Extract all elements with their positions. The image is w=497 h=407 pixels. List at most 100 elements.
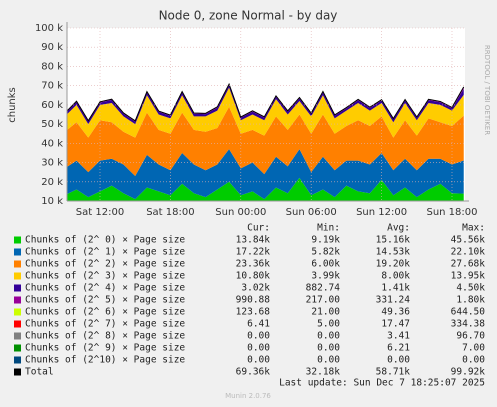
legend-stat: 990.88 (236, 295, 271, 306)
stat-header: Avg: (387, 223, 410, 234)
y-tick-label: 80 k (41, 61, 63, 72)
legend-stat: 0.00 (317, 331, 340, 342)
legend-stat: 6.00k (311, 259, 340, 270)
legend-stat: 10.80k (236, 271, 271, 282)
area (67, 87, 464, 138)
legend-stat: 58.71k (376, 367, 411, 378)
legend-label: Chunks of (2^ 1) × Page size (25, 247, 185, 258)
legend-stat: 17.22k (236, 247, 271, 258)
legend-stat: 0.00 (247, 343, 270, 354)
y-tick-label: 60 k (41, 100, 63, 111)
y-tick-label: 10 k (41, 196, 63, 207)
legend-swatch (14, 296, 21, 304)
x-tick-label: Sun 00:00 (215, 207, 266, 218)
legend-stat: 3.41 (387, 331, 410, 342)
legend-stat: 0.00 (387, 355, 410, 366)
legend-stat: 8.00k (381, 271, 410, 282)
y-axis-label: chunks (7, 87, 18, 123)
y-tick-label: 20 k (41, 177, 63, 188)
x-tick-label: Sun 06:00 (286, 207, 337, 218)
legend-stat: 96.70 (456, 331, 485, 342)
legend-stat: 331.24 (376, 295, 411, 306)
legend-label: Chunks of (2^ 0) × Page size (25, 235, 185, 246)
stat-header: Max: (462, 223, 485, 234)
area (67, 84, 464, 125)
legend-label: Chunks of (2^10) × Page size (25, 355, 185, 366)
footer: Munin 2.0.76 (225, 392, 271, 400)
legend-stat: 0.00 (247, 331, 270, 342)
legend-swatch (14, 260, 21, 268)
legend-stat: 32.18k (306, 367, 341, 378)
legend-stat: 644.50 (451, 307, 486, 318)
legend-label: Chunks of (2^ 2) × Page size (25, 259, 185, 270)
x-tick-label: Sun 18:00 (426, 207, 477, 218)
legend-stat: 13.95k (451, 271, 486, 282)
legend-stat: 27.68k (451, 259, 486, 270)
y-tick-label: 70 k (41, 81, 63, 92)
legend-stat: 334.38 (451, 319, 486, 330)
legend-label: Chunks of (2^ 7) × Page size (25, 319, 185, 330)
legend-swatch (14, 236, 21, 244)
legend-label: Chunks of (2^ 8) × Page size (25, 331, 185, 342)
legend-stat: 13.84k (236, 235, 271, 246)
y-tick-label: 50 k (41, 119, 63, 130)
legend-stat: 882.74 (306, 283, 341, 294)
y-tick-label: 90 k (41, 42, 63, 53)
side-text: RRDTOOL / TOBI OETIKER (483, 45, 491, 135)
x-tick-label: Sat 12:00 (76, 207, 124, 218)
legend-label: Chunks of (2^ 3) × Page size (25, 271, 185, 282)
legend-stat: 4.50k (456, 283, 485, 294)
legend-stat: 69.36k (236, 367, 271, 378)
legend-swatch (14, 320, 21, 328)
y-tick-label: 30 k (41, 158, 63, 169)
legend-stat: 19.20k (376, 259, 411, 270)
legend-stat: 0.00 (317, 343, 340, 354)
y-tick-label: 100 k (35, 23, 63, 34)
legend-swatch (14, 248, 21, 256)
legend-swatch (14, 332, 21, 340)
legend-stat: 0.00 (317, 355, 340, 366)
legend-stat: 3.99k (311, 271, 340, 282)
legend-stat: 99.92k (451, 367, 486, 378)
legend-stat: 3.02k (241, 283, 270, 294)
legend-label: Chunks of (2^ 9) × Page size (25, 343, 185, 354)
last-update: Last update: Sun Dec 7 18:25:07 2025 (279, 378, 485, 389)
y-tick-label: 40 k (41, 138, 63, 149)
legend-stat: 49.36 (381, 307, 410, 318)
legend-swatch (14, 356, 21, 364)
chart-title: Node 0, zone Normal - by day (159, 9, 338, 23)
legend-stat: 123.68 (236, 307, 271, 318)
legend-stat: 45.56k (451, 235, 486, 246)
legend-stat: 6.41 (247, 319, 270, 330)
legend-stat: 0.00 (462, 355, 485, 366)
legend-stat: 217.00 (306, 295, 341, 306)
legend-stat: 7.00 (462, 343, 485, 354)
legend-swatch (14, 368, 21, 376)
area (67, 149, 464, 200)
legend-stat: 17.47 (381, 319, 410, 330)
x-tick-label: Sun 12:00 (356, 207, 407, 218)
legend-stat: 1.80k (456, 295, 485, 306)
legend-swatch (14, 284, 21, 292)
legend-stat: 23.36k (236, 259, 271, 270)
legend-stat: 5.00 (317, 319, 340, 330)
legend-stat: 1.41k (381, 283, 410, 294)
legend-swatch (14, 272, 21, 280)
legend-stat: 0.00 (247, 355, 270, 366)
legend-stat: 15.16k (376, 235, 411, 246)
legend-label: Chunks of (2^ 4) × Page size (25, 283, 185, 294)
legend-label: Chunks of (2^ 5) × Page size (25, 295, 185, 306)
legend-stat: 5.82k (311, 247, 340, 258)
area (67, 177, 464, 201)
legend-stat: 14.53k (376, 247, 411, 258)
stat-header: Cur: (247, 223, 270, 234)
legend-stat: 22.10k (451, 247, 486, 258)
line (67, 82, 465, 122)
legend-stat: 6.21 (387, 343, 410, 354)
legend-label: Chunks of (2^ 6) × Page size (25, 307, 185, 318)
legend-stat: 21.00 (311, 307, 340, 318)
legend-label: Total (25, 367, 54, 378)
x-tick-label: Sat 18:00 (146, 207, 194, 218)
legend-stat: 9.19k (311, 235, 340, 246)
